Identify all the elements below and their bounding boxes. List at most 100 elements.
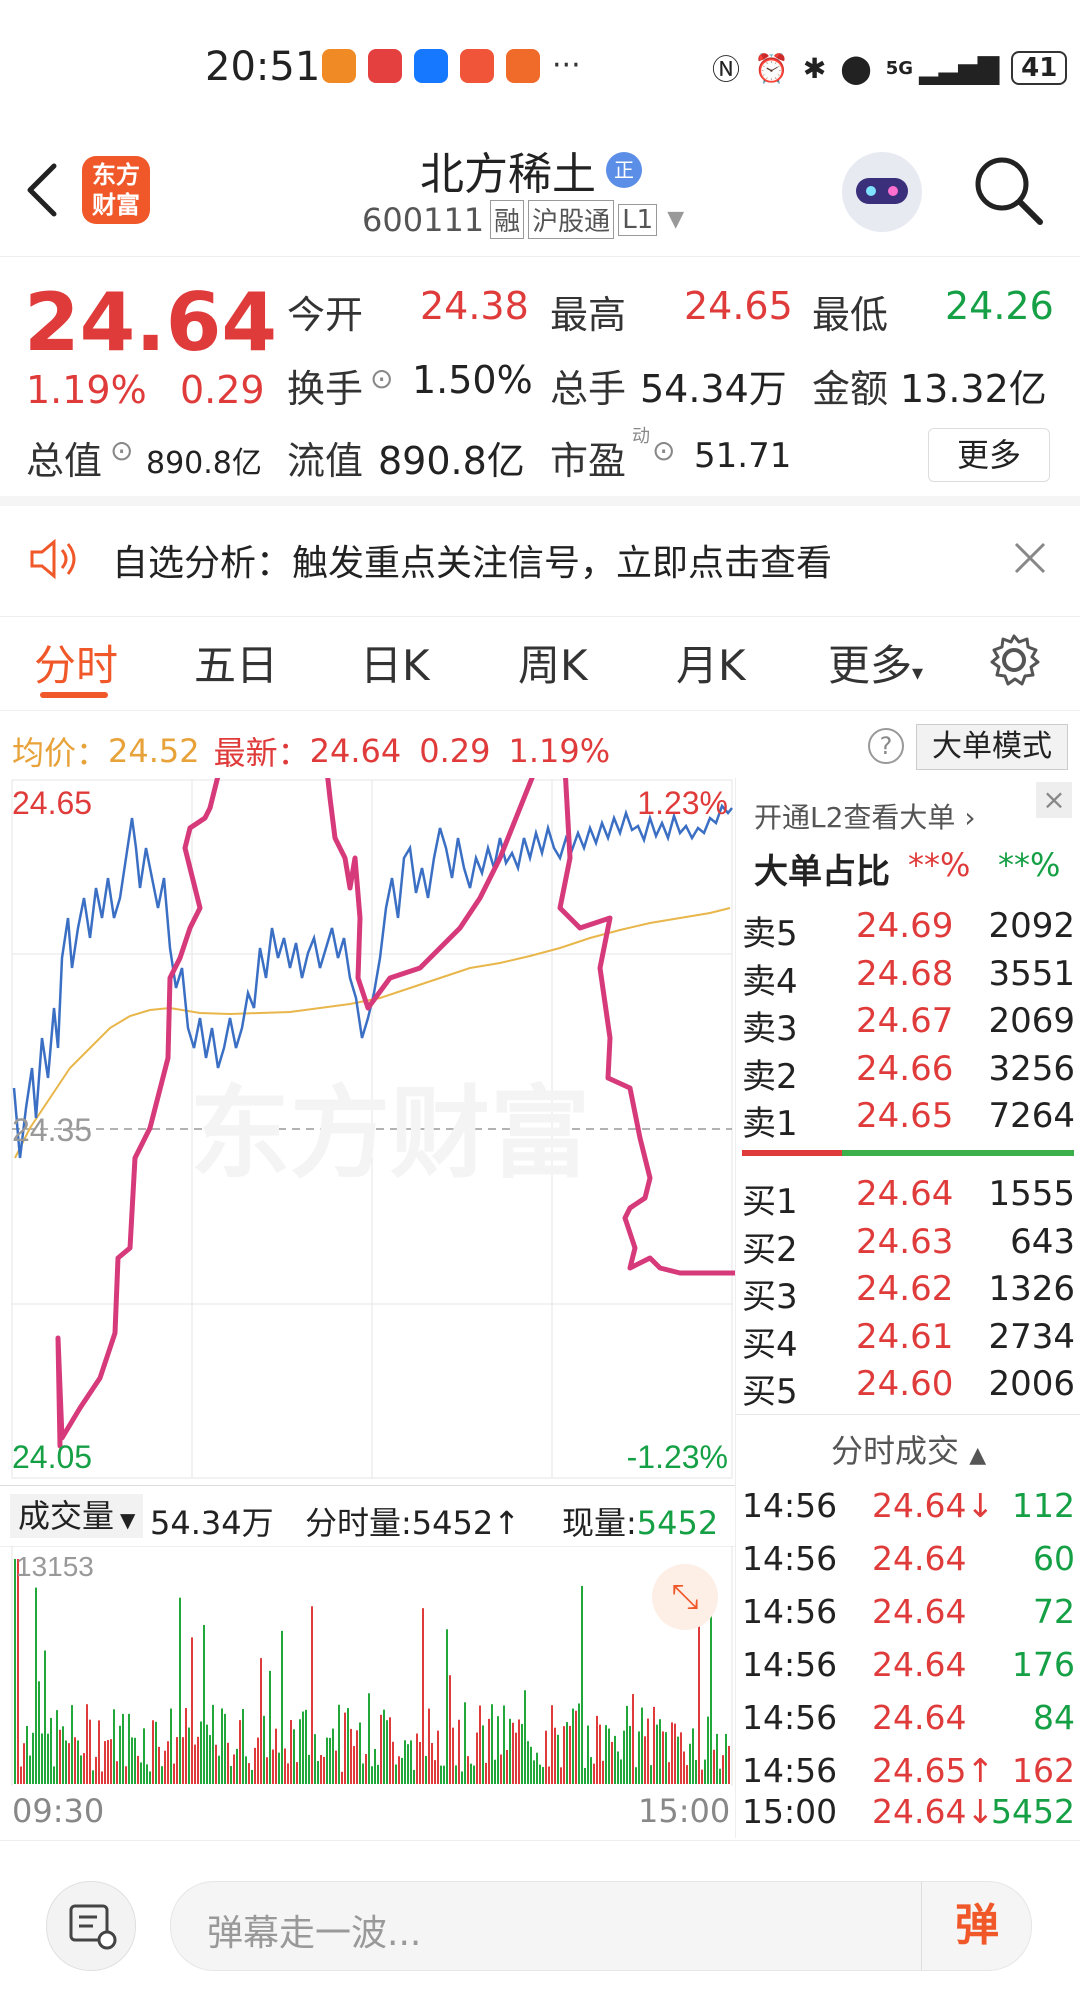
l2-upgrade-link[interactable]: 开通L2查看大单 ›	[754, 796, 976, 836]
volume-bar	[605, 1725, 607, 1784]
volume-bar	[296, 1762, 298, 1784]
volume-bar	[74, 1737, 76, 1784]
volume-bar	[122, 1713, 124, 1784]
tab-more[interactable]: 更多▾	[828, 632, 923, 693]
volume-value: 54.34万	[640, 367, 787, 411]
volume-indicator-select[interactable]: 成交量 ▼	[10, 1494, 144, 1538]
volume-bar	[695, 1759, 697, 1784]
ask-qty: 3551	[988, 954, 1075, 994]
volume-bar	[389, 1717, 391, 1784]
volume-bar	[707, 1716, 709, 1784]
volume-bar	[392, 1741, 394, 1784]
volume-bar	[317, 1761, 319, 1784]
volume-bar	[386, 1720, 388, 1784]
bid-row-2[interactable]: 买2 24.63 643	[736, 1218, 1080, 1270]
battery-icon: 41	[1011, 51, 1068, 85]
ask-row-5[interactable]: 卖5 24.69 2092	[736, 902, 1080, 954]
volume-bar	[680, 1732, 682, 1784]
bid-row-5[interactable]: 买5 24.60 2006	[736, 1360, 1080, 1412]
close-icon[interactable]	[1012, 540, 1048, 576]
expand-icon[interactable]: ⤡	[652, 1564, 718, 1630]
volume-bar	[440, 1765, 442, 1784]
volume-bar	[107, 1740, 109, 1784]
trade-time: 14:56	[742, 1698, 838, 1737]
status-bar: 20:51 ··· Ⓝ ⏰ ✱ ⬤ 5G ▂▃▅▇ 41	[0, 0, 1080, 130]
amount-label: 金额	[812, 367, 889, 411]
volume-bar	[614, 1735, 616, 1784]
bid-row-3[interactable]: 买3 24.62 1326	[736, 1265, 1080, 1317]
more-quote-button[interactable]: 更多	[928, 428, 1050, 482]
ask-row-4[interactable]: 卖4 24.68 3551	[736, 950, 1080, 1002]
trades-title[interactable]: 分时成交 ▲	[831, 1426, 986, 1472]
watermark: 东方财富	[190, 1078, 590, 1190]
bid-row-4[interactable]: 买4 24.61 2734	[736, 1313, 1080, 1365]
hand-drawn-annotation	[55, 505, 763, 1449]
volume-bar	[221, 1708, 223, 1784]
volume-bar	[533, 1760, 535, 1784]
volume-bar	[635, 1767, 637, 1784]
volume-bar	[602, 1760, 604, 1784]
ask-row-2[interactable]: 卖2 24.66 3256	[736, 1045, 1080, 1097]
volume-bar	[497, 1716, 499, 1784]
turnover-info-icon[interactable]: ⊙	[370, 362, 394, 395]
volume-bar	[527, 1741, 529, 1784]
mktcap-value: 890.8亿	[146, 446, 262, 481]
volume-bar	[626, 1705, 628, 1784]
bid-price: 24.63	[856, 1222, 954, 1262]
ask-price: 24.65	[856, 1096, 954, 1136]
app-logo[interactable]: 东方 财富	[82, 156, 150, 224]
bid-label: 买2	[742, 1230, 798, 1270]
volume-bar	[449, 1675, 451, 1784]
change-amount: 0.29	[180, 368, 265, 412]
analysis-banner[interactable]: 自选分析：触发重点关注信号，立即点击查看	[0, 496, 1080, 617]
ask-row-3[interactable]: 卖3 24.67 2069	[736, 997, 1080, 1049]
tab-five-day[interactable]: 五日	[194, 641, 279, 690]
trades-title-text: 分时成交	[831, 1432, 960, 1470]
help-icon[interactable]: ?	[868, 728, 904, 764]
bottom-bar: 弹幕走一波... 弹	[0, 1840, 1080, 2006]
volume-bar	[179, 1597, 181, 1784]
stock-code-row[interactable]: 600111 融 沪股通 L1 ▼	[362, 200, 684, 239]
trade-qty: 112	[1012, 1486, 1075, 1525]
pe-info-icon[interactable]: ⊙	[652, 434, 676, 467]
tab-weekly-k[interactable]: 周K	[518, 641, 588, 690]
volume-bar	[155, 1721, 157, 1784]
volume-bar	[101, 1771, 103, 1784]
price-line	[12, 803, 733, 1159]
mktcap-info-icon[interactable]: ⊙	[110, 434, 134, 467]
tab-intraday[interactable]: 分时	[34, 641, 119, 690]
volume-bar	[83, 1753, 85, 1784]
volume-bar	[344, 1712, 346, 1784]
volume-bar	[110, 1739, 112, 1784]
volume-bar	[116, 1761, 118, 1784]
volume-bar	[728, 1745, 730, 1784]
danmaku-settings-icon[interactable]	[46, 1881, 136, 1971]
dropdown-icon[interactable]: ▼	[667, 207, 685, 232]
danmaku-button[interactable]: 弹	[921, 1882, 1032, 1970]
ask-row-1[interactable]: 卖1 24.65 7264	[736, 1092, 1080, 1144]
volume-bar	[113, 1709, 115, 1784]
order-book-panel: 开通L2查看大单 › × 大单占比 **% **% 卖5 24.69 2092 …	[735, 778, 1080, 1838]
ask-price: 24.66	[856, 1049, 954, 1089]
settings-gear-icon[interactable]	[986, 632, 1042, 688]
volume-bar	[518, 1719, 520, 1784]
tab-monthly-k[interactable]: 月K	[676, 641, 746, 690]
volume-bar	[545, 1730, 547, 1784]
intraday-chart[interactable]: 东方财富 24.65 24.35 24.05 1.23% -1.23%	[0, 505, 763, 1483]
volume-bar	[377, 1764, 379, 1784]
panel-close-icon[interactable]: ×	[1036, 782, 1072, 818]
trade-price: 24.64	[872, 1592, 967, 1631]
volume-bar	[353, 1746, 355, 1784]
tab-daily-k[interactable]: 日K	[360, 641, 430, 690]
robot-assistant-icon[interactable]	[842, 152, 922, 232]
volume-bar	[446, 1629, 448, 1784]
volume-bar	[410, 1740, 412, 1784]
comment-input[interactable]: 弹幕走一波... 弹	[170, 1881, 1032, 1971]
search-icon[interactable]	[970, 152, 1046, 228]
ask-label: 卖1	[742, 1104, 798, 1144]
big-order-mode-button[interactable]: 大单模式	[916, 724, 1068, 770]
trade-row: 14:56 24.64↓ 112	[736, 1482, 1080, 1534]
chevron-right-icon: ›	[964, 801, 976, 834]
bid-row-1[interactable]: 买1 24.64 1555	[736, 1170, 1080, 1222]
back-arrow-icon[interactable]	[22, 160, 62, 220]
